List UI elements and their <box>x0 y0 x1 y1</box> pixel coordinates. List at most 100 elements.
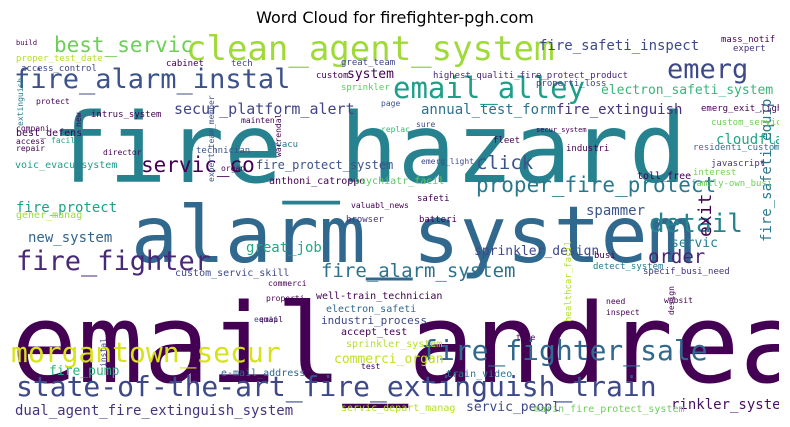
word-morgantown-secur: morgantown_secur <box>11 336 281 370</box>
word-clean-agent-system: clean_agent_system <box>186 32 554 69</box>
word-busi: busi <box>594 251 616 261</box>
word-access: access <box>16 137 45 146</box>
word-compani: compani <box>16 124 50 133</box>
word-psychiatr-facil: psychiatr_facil <box>354 176 444 187</box>
word-sprinkler-design: sprinkler_design <box>474 244 599 259</box>
word-industri: industri <box>566 144 609 154</box>
word-intrus-system: intrus_system <box>91 110 161 120</box>
word-servic: servic <box>671 236 718 251</box>
word-marin-fire-protect-system: marin_fire_protect_system <box>534 404 685 415</box>
word-spammer: spammer <box>586 203 645 219</box>
word-residenti-custom: residenti_custom <box>693 143 779 153</box>
word-director: director <box>103 148 142 157</box>
word-fire-safeti-equip: fire_safeti_equip <box>759 99 775 242</box>
word-e-mail-address: e-mail_address <box>221 368 305 379</box>
word-family-own-busi: family-own_busi <box>691 179 772 189</box>
word-time: time <box>516 333 535 342</box>
word-healthcar-facil: healthcar_facil <box>564 241 574 322</box>
word-fire-protect-system: fire_protect_system <box>256 158 393 172</box>
word-cloudflar: cloudflar <box>716 132 779 148</box>
word-custom: custom <box>316 71 349 81</box>
word-instal: instal <box>99 338 108 367</box>
word-fire-hazard: fire_hazard <box>51 93 687 205</box>
word-javascript: javascript <box>711 159 765 169</box>
word-voic-evacu-system: voic_evacu_system <box>15 160 117 171</box>
word-expert: expert <box>733 44 766 54</box>
word-sprinkler: sprinkler <box>341 83 390 93</box>
word-inspect: inspect <box>606 308 640 317</box>
word-best-defens: best_defens <box>16 128 82 139</box>
word-fire-alarm-system: fire_alarm_system <box>321 260 515 282</box>
word-email: email <box>259 315 283 324</box>
word-new: new <box>74 112 83 127</box>
word-mainten: mainten <box>241 116 275 125</box>
word-alarm-system: alarm_system <box>131 191 695 281</box>
word-system: system <box>347 67 394 82</box>
word-emerg-exit-light: emerg_exit_light <box>701 104 779 114</box>
word-new-system: new_system <box>28 230 112 246</box>
word-commerci-organ: commerci_organ <box>334 352 444 367</box>
word-mass-notif: mass_notif <box>721 35 775 45</box>
word-interest: interest <box>693 168 736 178</box>
word-specif-busi-need: specif_busi_need <box>643 267 730 277</box>
word-emerg-light: emerg_light <box>421 157 474 166</box>
word-fire-protect: fire_protect <box>16 200 117 216</box>
word-electron-safeti-system: electron_safeti_system <box>601 83 773 98</box>
word-secur-system: secur_system <box>536 126 587 134</box>
word-commerci: commerci <box>268 279 307 288</box>
word-great-job: great_job <box>246 240 322 256</box>
word-state-of-the-art-fire-extinguish-train: state-of-the-art_fire_extinguish_train <box>16 370 657 404</box>
word-evacu: evacu <box>271 140 298 150</box>
word-fire-safeti-inspect: fire_safeti_inspect <box>539 38 699 54</box>
word-sure: sure <box>416 120 435 129</box>
word-best-servic: best_servic <box>54 33 193 57</box>
word-order: order <box>648 246 705 268</box>
word-fire-fighter: fire_fighter <box>16 246 211 277</box>
word-toll-free: toll_free <box>637 171 691 182</box>
word-gener-manag: gener_manag <box>16 210 82 221</box>
word-extinguish: extinguish <box>16 78 25 126</box>
word-well-train-technician: well-train_technician <box>316 291 442 302</box>
word-websit: websit <box>664 296 693 305</box>
word-servic-co: servic_co <box>141 153 255 177</box>
word-fire-pump: fire_pump <box>49 364 120 379</box>
word-browser: browser <box>346 215 385 225</box>
word-servic-peopl: servic_peopl <box>466 400 560 415</box>
word-page: page <box>381 99 400 108</box>
word-detail: detail <box>649 209 743 239</box>
word-industri-process: industri_process <box>321 314 427 327</box>
word-train-video: train_video <box>446 369 512 380</box>
word-fire-fighter-sale: fire_fighter_sale <box>421 334 708 368</box>
word-organ: organ <box>221 164 245 173</box>
word-batteri: batteri <box>419 215 457 225</box>
word-proper-test-date: proper_test_date <box>16 54 103 64</box>
word-exit: exit <box>695 194 716 237</box>
word-fleet: fleet <box>493 136 520 146</box>
word-safeti: safeti <box>417 194 450 204</box>
word-replac: replac <box>381 125 410 134</box>
word-custom-servic: custom_servic <box>711 118 779 128</box>
word-cloud: email_andrea fire_hazard alarm_system clean… <box>11 32 779 419</box>
word-cabinet: cabinet <box>166 59 204 69</box>
word-design: design <box>667 286 676 315</box>
word-custom-servic-skill: custom_servic_skill <box>175 268 289 279</box>
word-equip: equip <box>254 315 278 324</box>
word-test: test <box>361 362 380 371</box>
word-repair: repair <box>16 144 45 153</box>
word-proper-fire-protect: proper_fire_protect <box>476 173 716 197</box>
word-build: build <box>16 39 37 47</box>
word-anthoni-catroppo: anthoni_catroppo <box>269 176 365 187</box>
word-accept-test: accept_test <box>341 327 407 338</box>
word-access-control: access_control <box>21 64 97 74</box>
word-highest-qualiti-fire-protect-product: highest_qualiti_fire_protect_product <box>433 71 628 81</box>
word-properti-loss: properti_loss <box>536 79 606 89</box>
word-warrendal: warrendal <box>274 113 283 157</box>
word-expert-team-member: expert_team_member <box>207 95 216 182</box>
word-facil: facil <box>51 136 75 145</box>
word-detect-system: detect_system <box>593 262 663 272</box>
word-valuabl-news: valuabl_news <box>351 201 409 210</box>
word-click: click <box>476 152 534 174</box>
word-fire-alarm-instal: fire_alarm_instal <box>14 64 290 95</box>
word-great-team: great_team <box>341 58 395 68</box>
